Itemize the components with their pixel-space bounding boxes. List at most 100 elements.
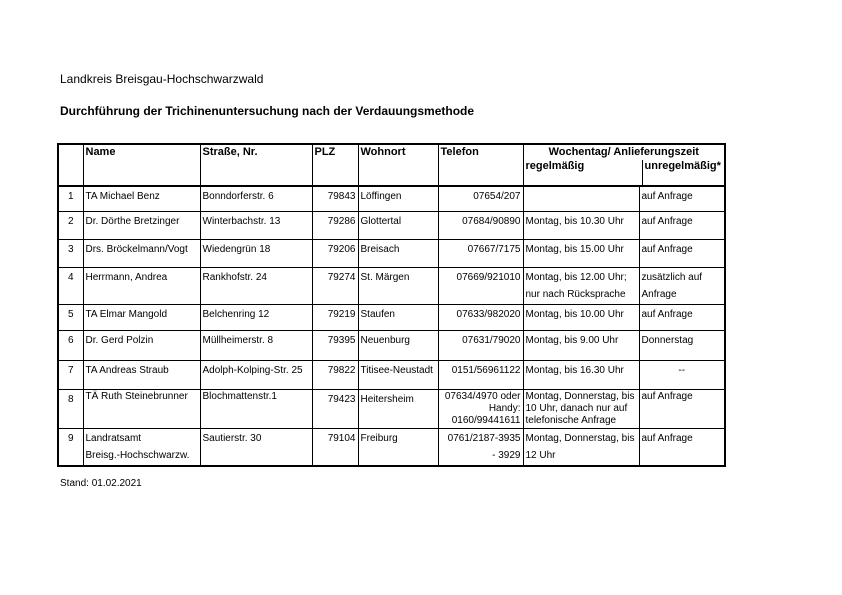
cell-irregular: auf Anfrage xyxy=(638,210,726,240)
cell-plz: 79219 xyxy=(311,303,359,331)
cell-phone-line: 0761/2187-3935 xyxy=(447,432,521,444)
cell-irregular-line: auf Anfrage xyxy=(641,243,693,255)
cell-regular-line: 10 Uhr, danach nur auf xyxy=(525,402,628,414)
table-row: 5 TA Elmar Mangold Belchenring 12 79219 Stau… xyxy=(57,303,726,331)
cell-phone: 07654/207 xyxy=(437,185,524,212)
row-number: 6 xyxy=(57,329,84,361)
cell-street: Blochmattenstr.1 xyxy=(199,388,313,429)
col-delivery: Wochentag/ Anlieferungszeit regelmäßig u… xyxy=(522,143,726,187)
cell-phone-line: 07684/90890 xyxy=(462,215,521,227)
cell-irregular: auf Anfrage xyxy=(638,427,726,466)
table-row: 6 Dr. Gerd Polzin Müllheimerstr. 8 79395 Neu… xyxy=(57,329,726,361)
cell-irregular: auf Anfrage xyxy=(638,238,726,268)
table-row: 7 TA Andreas Straub Adolph-Kolping-Str. 25… xyxy=(57,359,726,390)
cell-street-line: Belchenring 12 xyxy=(202,308,270,320)
row-number: 1 xyxy=(57,185,84,212)
cell-street-line: Wiedengrün 18 xyxy=(202,243,271,255)
cell-phone-line: 07654/207 xyxy=(473,191,521,202)
row-number: 2 xyxy=(57,210,84,240)
cell-regular: Montag, bis 10.30 Uhr xyxy=(522,210,640,240)
col-irregular: unregelmäßig* xyxy=(641,160,725,185)
cell-regular-line: Montag, Donnerstag, bis xyxy=(525,432,635,444)
cell-street-line: Winterbachstr. 13 xyxy=(202,215,281,227)
cell-regular-line: nur nach Rücksprache xyxy=(525,288,626,300)
cell-regular: Montag, bis 16.30 Uhr xyxy=(522,359,640,390)
cell-regular-line: Montag, Donnerstag, bis xyxy=(525,390,635,402)
cell-plz: 79206 xyxy=(311,238,359,268)
cell-phone-line: 0160/99441611 xyxy=(451,414,521,426)
row-number: 9 xyxy=(57,427,84,466)
cell-irregular: auf Anfrage xyxy=(638,388,726,429)
cell-street: Bonndorferstr. 6 xyxy=(199,185,313,212)
table-row: 3 Drs. Bröckelmann/Vogt Wiedengrün 18 79206… xyxy=(57,238,726,268)
cell-phone: 07634/4970 oder Handy: 0160/99441611 xyxy=(437,388,524,429)
cell-irregular: zusätzlich auf Anfrage xyxy=(638,266,726,305)
cell-phone-line: - 3929 xyxy=(492,449,521,461)
cell-regular-line: Montag, bis 10.00 Uhr xyxy=(525,308,624,320)
cell-name-line: Herrmann, Andrea xyxy=(85,271,168,283)
col-city: Wohnort xyxy=(357,143,439,187)
cell-irregular-line: Donnerstag xyxy=(641,334,694,346)
cell-phone-line: Handy: xyxy=(488,402,521,414)
cell-irregular-line: auf Anfrage xyxy=(641,390,693,402)
col-phone: Telefon xyxy=(437,143,524,187)
cell-street: Rankhofstr. 24 xyxy=(199,266,313,305)
cell-phone: 07631/79020 xyxy=(437,329,524,361)
cell-name-line: Breisg.-Hochschwarzw. xyxy=(85,449,190,461)
cell-name: TÄ Ruth Steinebrunner xyxy=(82,388,201,429)
cell-city: Breisach xyxy=(357,238,439,268)
cell-phone-line: 0151/56961122 xyxy=(451,364,521,376)
cell-irregular: -- xyxy=(638,359,726,390)
cell-phone-line: 07669/921010 xyxy=(456,271,521,283)
cell-regular-line: Montag, bis 10.30 Uhr xyxy=(525,215,624,227)
cell-name-line: Drs. Bröckelmann/Vogt xyxy=(85,243,188,255)
cell-regular-line: Montag, bis 12.00 Uhr; xyxy=(525,271,627,283)
cell-regular-line: 12 Uhr xyxy=(525,449,556,461)
row-number: 3 xyxy=(57,238,84,268)
cell-phone: 07684/90890 xyxy=(437,210,524,240)
cell-street: Winterbachstr. 13 xyxy=(199,210,313,240)
cell-irregular: auf Anfrage xyxy=(638,303,726,331)
cell-city: Titisee-Neustadt xyxy=(357,359,439,390)
cell-regular-line: Montag, bis 9.00 Uhr xyxy=(525,334,619,346)
cell-name: TA Elmar Mangold xyxy=(82,303,201,331)
cell-irregular-line: auf Anfrage xyxy=(641,191,693,202)
cell-irregular-line: zusätzlich auf xyxy=(641,271,703,283)
col-regular: regelmäßig xyxy=(525,160,585,172)
cell-name-line: TÄ Ruth Steinebrunner xyxy=(85,390,188,402)
cell-name: Drs. Bröckelmann/Vogt xyxy=(82,238,201,268)
cell-city: Staufen xyxy=(357,303,439,331)
cell-name-line: Dr. Dörthe Bretzinger xyxy=(85,215,180,227)
cell-name: Herrmann, Andrea xyxy=(82,266,201,305)
cell-plz: 79274 xyxy=(311,266,359,305)
col-no xyxy=(57,143,84,187)
stand-date: Stand: 01.02.2021 xyxy=(60,478,142,489)
cell-plz: 79843 xyxy=(311,185,359,212)
cell-city: Heitersheim xyxy=(357,388,439,429)
cell-regular: Montag, bis 10.00 Uhr xyxy=(522,303,640,331)
cell-plz: 79423 xyxy=(311,388,359,429)
cell-city: Löffingen xyxy=(357,185,439,212)
cell-name-line: TA Elmar Mangold xyxy=(85,308,168,320)
cell-street: Müllheimerstr. 8 xyxy=(199,329,313,361)
cell-regular-line: Montag, bis 16.30 Uhr xyxy=(525,364,624,376)
lab-table: Name Straße, Nr. PLZ Wohnort Telefon Woc… xyxy=(57,143,726,467)
cell-city: St. Märgen xyxy=(357,266,439,305)
row-number: 5 xyxy=(57,303,84,331)
cell-name: Dr. Gerd Polzin xyxy=(82,329,201,361)
cell-street-line: Adolph-Kolping-Str. 25 xyxy=(202,364,303,376)
table-row: 9 Landratsamt Breisg.-Hochschwarzw. Sautier… xyxy=(57,427,726,466)
table-row: 8 TÄ Ruth Steinebrunner Blochmattenstr.1 79… xyxy=(57,388,726,429)
cell-street-line: Rankhofstr. 24 xyxy=(202,271,267,283)
cell-irregular-line: auf Anfrage xyxy=(641,308,693,320)
cell-plz: 79104 xyxy=(311,427,359,466)
cell-street: Wiedengrün 18 xyxy=(199,238,313,268)
cell-name: Landratsamt Breisg.-Hochschwarzw. xyxy=(82,427,201,466)
cell-phone-line: 07667/7175 xyxy=(467,243,521,255)
cell-irregular-line: auf Anfrage xyxy=(641,215,693,227)
delivery-heading: Wochentag/ Anlieferungszeit xyxy=(548,146,699,158)
row-number: 7 xyxy=(57,359,84,390)
district-heading: Landkreis Breisgau-Hochschwarzwald xyxy=(60,72,264,86)
cell-phone: 07667/7175 xyxy=(437,238,524,268)
